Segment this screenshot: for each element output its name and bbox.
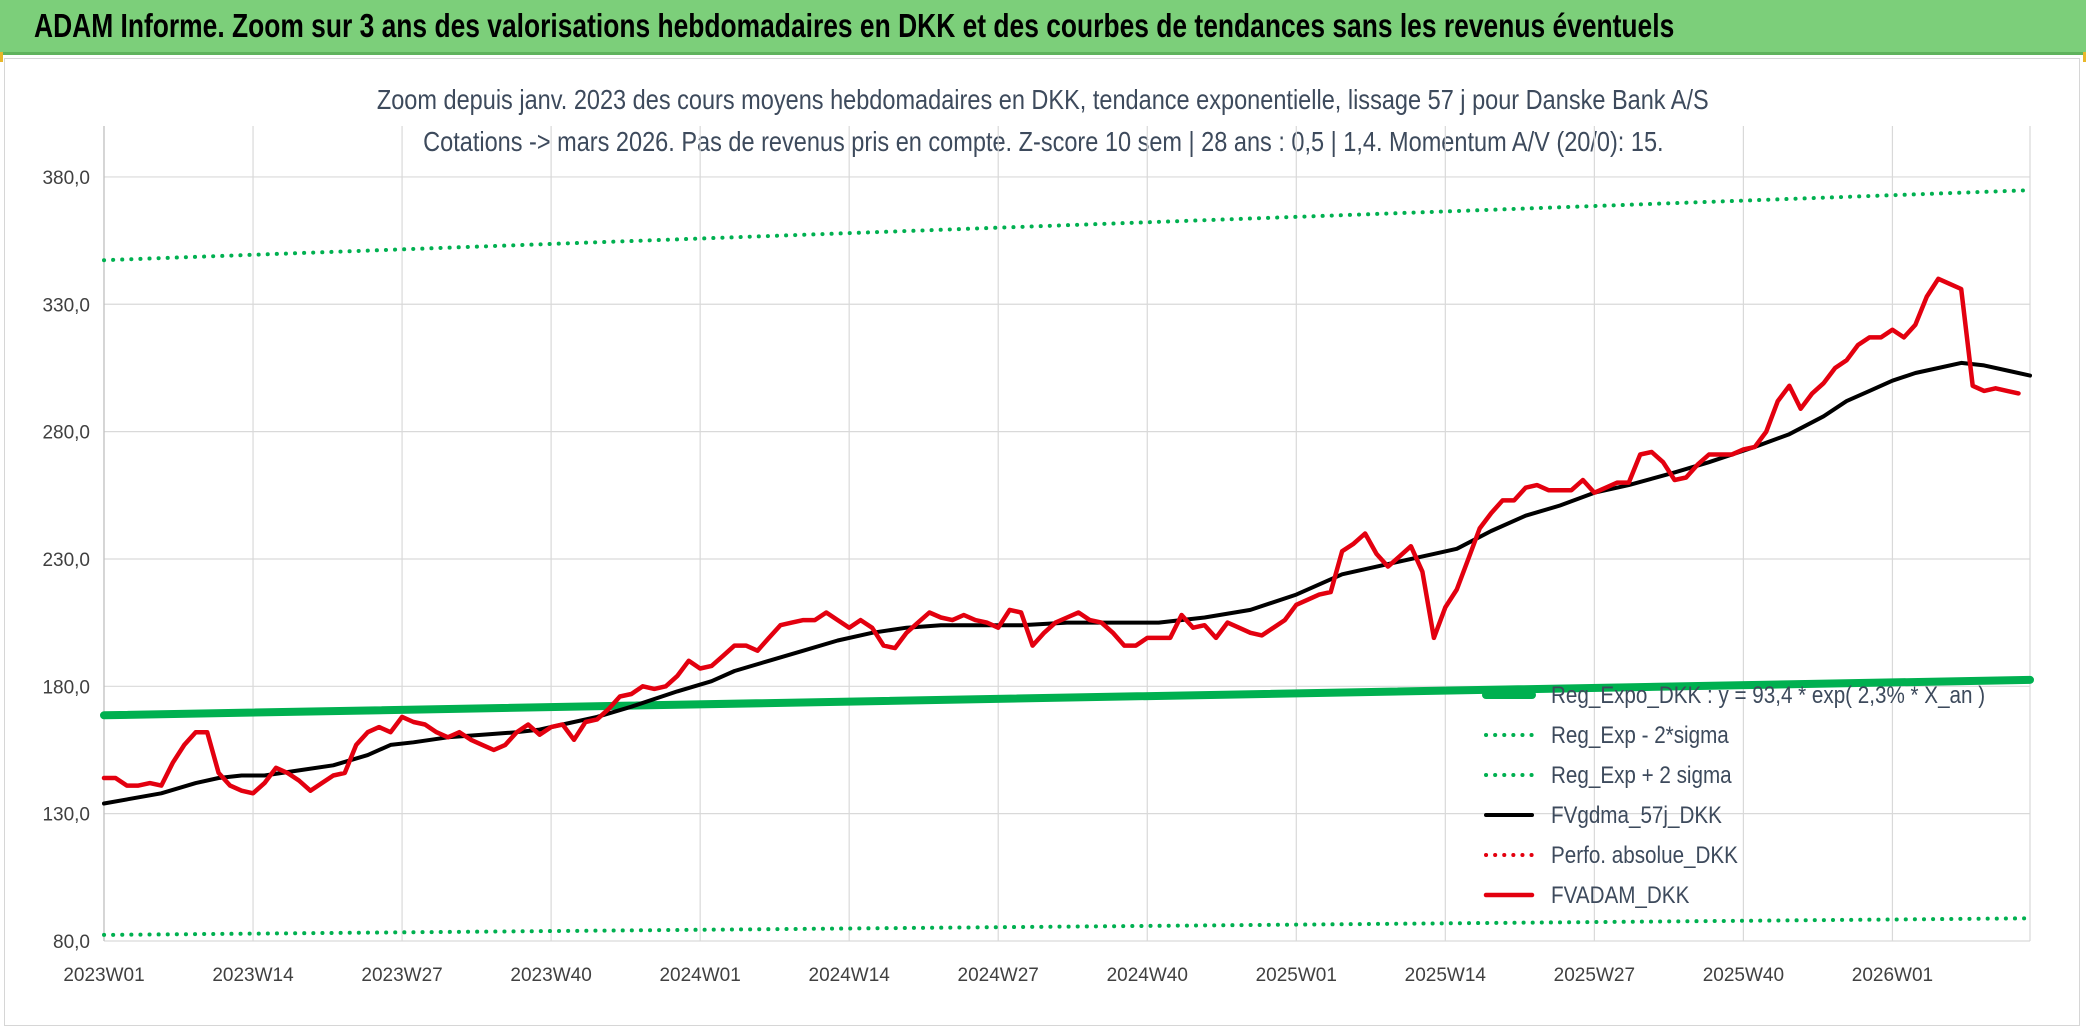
legend-label-5: FVADAM_DKK	[1551, 882, 1689, 909]
x-tick-label: 2026W01	[1852, 965, 1933, 986]
chart-title-wrap: Zoom depuis janv. 2023 des cours moyens …	[0, 84, 2086, 116]
x-tick-label: 2025W01	[1256, 965, 1337, 986]
x-tick-label: 2023W27	[361, 965, 442, 986]
series-line-1	[102, 916, 2032, 937]
x-tick-label: 2024W01	[659, 965, 740, 986]
banner-accent-left	[0, 52, 3, 62]
x-tick-label: 2025W14	[1405, 965, 1487, 986]
x-tick-label: 2025W40	[1703, 965, 1784, 986]
y-axis-ticks: 80,0 130,0 180,0 230,0 280,0 330,0 380,0	[42, 168, 90, 953]
y-tick-label: 330,0	[42, 295, 90, 316]
chart-frame	[4, 58, 2080, 1026]
x-tick-label: 2025W27	[1554, 965, 1635, 986]
legend-label-2: Reg_Exp + 2 sigma	[1551, 762, 1732, 789]
legend-label-0: Reg_Expo_DKK : y = 93,4 * exp( 2,3% * X_…	[1551, 682, 1985, 709]
y-tick-label: 180,0	[42, 677, 90, 698]
legend: Reg_Expo_DKK : y = 93,4 * exp( 2,3% * X_…	[1482, 682, 1985, 909]
x-tick-label: 2023W01	[63, 965, 144, 986]
x-tick-label: 2024W27	[958, 965, 1039, 986]
legend-label-3: FVgdma_57j_DKK	[1551, 802, 1722, 829]
x-axis-ticks: 2023W01 2023W14 2023W27 2023W40 2024W01 2024W…	[63, 965, 1933, 986]
chart-title: Zoom depuis janv. 2023 des cours moyens …	[377, 84, 1709, 115]
legend-label-1: Reg_Exp - 2*sigma	[1551, 722, 1729, 749]
chart-subtitle-wrap: Cotations -> mars 2026. Pas de revenus p…	[0, 126, 2086, 158]
x-tick-label: 2024W14	[809, 965, 891, 986]
series-line-2	[102, 188, 2032, 263]
series-line-5	[101, 276, 2021, 796]
report-title: ADAM Informe. Zoom sur 3 ans des valoris…	[34, 7, 1675, 44]
y-tick-label: 280,0	[42, 423, 90, 444]
y-tick-label: 130,0	[42, 805, 90, 826]
y-tick-label: 80,0	[53, 932, 90, 953]
banner-accent-right	[2083, 52, 2086, 62]
series-layer	[100, 188, 2034, 937]
x-tick-label: 2023W14	[212, 965, 294, 986]
series-line-0	[100, 675, 2034, 720]
header-banner: ADAM Informe. Zoom sur 3 ans des valoris…	[0, 0, 2086, 55]
series-line-3	[102, 360, 2032, 806]
y-tick-label: 230,0	[42, 550, 90, 571]
y-tick-label: 380,0	[42, 168, 90, 189]
legend-label-4: Perfo. absolue_DKK	[1551, 842, 1738, 869]
chart-subtitle: Cotations -> mars 2026. Pas de revenus p…	[422, 126, 1664, 157]
grid-lines	[103, 126, 2031, 942]
x-tick-label: 2024W40	[1107, 965, 1188, 986]
x-tick-label: 2023W40	[510, 965, 591, 986]
